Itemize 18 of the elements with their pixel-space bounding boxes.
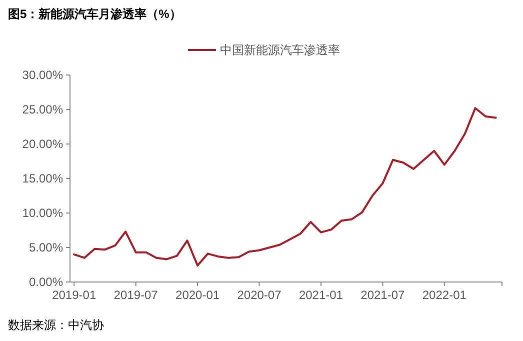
y-tick-label: 10.00% — [22, 206, 64, 220]
x-tick-label: 2020-07 — [237, 288, 282, 302]
y-tick-label: 20.00% — [22, 137, 64, 152]
x-tick-label: 2021-07 — [360, 288, 406, 302]
y-tick-label: 15.00% — [22, 172, 64, 186]
y-tick-label: 0.00% — [28, 275, 64, 290]
y-tick-label: 5.00% — [28, 240, 64, 255]
source-note: 数据来源：中汽协 — [8, 318, 104, 332]
line-series — [73, 107, 497, 266]
x-tick-label: 2022-01 — [422, 288, 467, 302]
x-tick-label: 2020-01 — [176, 288, 220, 302]
x-tick-label: 2021-01 — [298, 288, 344, 302]
legend-label: 中国新能源汽车渗透率 — [220, 43, 340, 58]
y-tick-label: 25.00% — [22, 102, 64, 117]
y-tick-label: 30.00% — [22, 68, 64, 82]
x-tick-label: 2019-01 — [52, 288, 96, 302]
x-tick-label: 2019-07 — [114, 288, 158, 302]
chart-title: 图5：新能源汽车月渗透率（%） — [8, 7, 182, 21]
